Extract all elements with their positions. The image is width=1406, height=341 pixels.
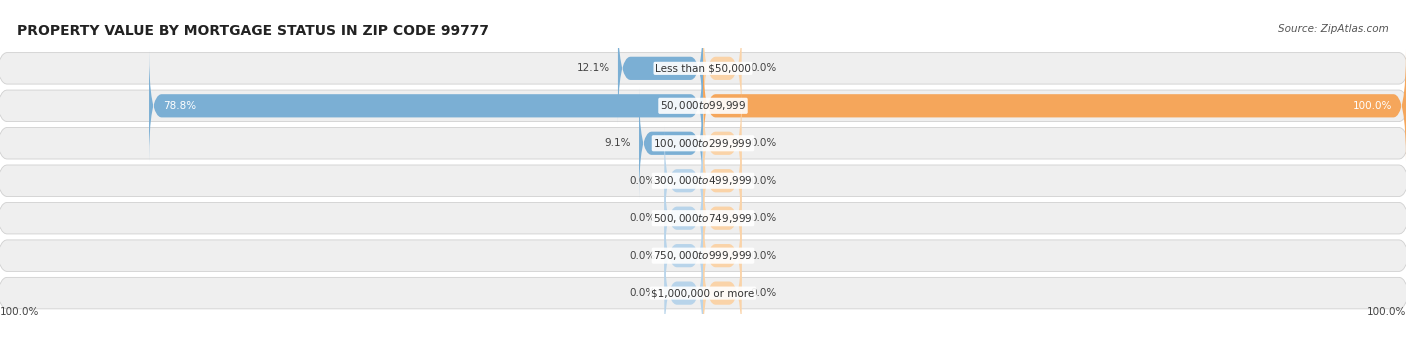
FancyBboxPatch shape [703,237,742,341]
Text: 0.0%: 0.0% [751,213,776,223]
FancyBboxPatch shape [0,9,1406,128]
Text: 100.0%: 100.0% [1367,307,1406,317]
FancyBboxPatch shape [619,13,703,124]
FancyBboxPatch shape [703,50,1406,162]
Text: 0.0%: 0.0% [630,251,655,261]
FancyBboxPatch shape [665,162,703,274]
Text: 78.8%: 78.8% [163,101,197,111]
FancyBboxPatch shape [149,50,703,162]
Text: $300,000 to $499,999: $300,000 to $499,999 [654,174,752,187]
Text: 100.0%: 100.0% [0,307,39,317]
Text: 0.0%: 0.0% [630,176,655,186]
Text: 0.0%: 0.0% [630,213,655,223]
Text: 9.1%: 9.1% [605,138,630,148]
FancyBboxPatch shape [0,196,1406,315]
Text: $750,000 to $999,999: $750,000 to $999,999 [654,249,752,262]
FancyBboxPatch shape [0,121,1406,240]
Text: 12.1%: 12.1% [576,63,610,73]
Text: $50,000 to $99,999: $50,000 to $99,999 [659,99,747,112]
FancyBboxPatch shape [703,200,742,311]
FancyBboxPatch shape [0,159,1406,277]
Text: 0.0%: 0.0% [751,176,776,186]
Text: $500,000 to $749,999: $500,000 to $749,999 [654,212,752,225]
FancyBboxPatch shape [0,234,1406,341]
Text: $100,000 to $299,999: $100,000 to $299,999 [654,137,752,150]
Text: Source: ZipAtlas.com: Source: ZipAtlas.com [1278,24,1389,34]
Text: Less than $50,000: Less than $50,000 [655,63,751,73]
Text: 100.0%: 100.0% [1353,101,1392,111]
FancyBboxPatch shape [665,237,703,341]
Text: 0.0%: 0.0% [751,138,776,148]
FancyBboxPatch shape [640,87,703,199]
FancyBboxPatch shape [665,200,703,311]
Text: $1,000,000 or more: $1,000,000 or more [651,288,755,298]
FancyBboxPatch shape [0,84,1406,203]
Text: 0.0%: 0.0% [630,288,655,298]
Text: 0.0%: 0.0% [751,63,776,73]
FancyBboxPatch shape [703,13,742,124]
FancyBboxPatch shape [665,125,703,237]
FancyBboxPatch shape [703,87,742,199]
FancyBboxPatch shape [703,162,742,274]
Text: 0.0%: 0.0% [751,288,776,298]
FancyBboxPatch shape [703,125,742,237]
Text: 0.0%: 0.0% [751,251,776,261]
Text: PROPERTY VALUE BY MORTGAGE STATUS IN ZIP CODE 99777: PROPERTY VALUE BY MORTGAGE STATUS IN ZIP… [17,24,489,38]
FancyBboxPatch shape [0,47,1406,165]
